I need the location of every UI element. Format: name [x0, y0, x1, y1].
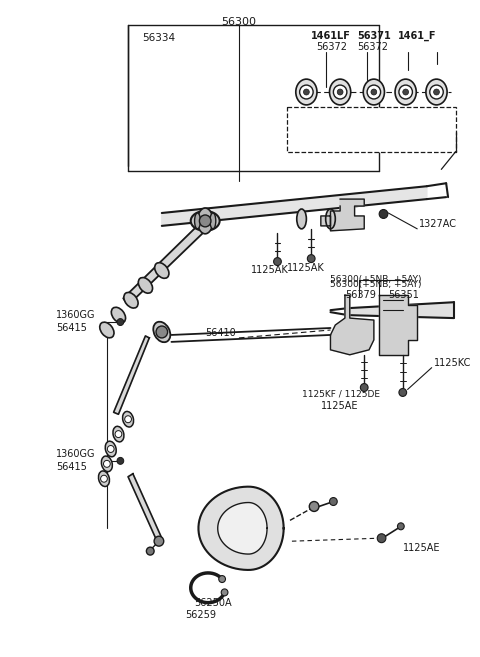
Text: 1125KC: 1125KC	[433, 357, 471, 368]
Polygon shape	[162, 186, 427, 226]
Text: 56410: 56410	[205, 328, 236, 338]
Circle shape	[337, 89, 343, 95]
Ellipse shape	[363, 79, 384, 105]
Circle shape	[330, 497, 337, 505]
Circle shape	[377, 533, 386, 543]
Polygon shape	[379, 295, 417, 355]
Text: 56379: 56379	[345, 290, 376, 300]
Text: 56300: 56300	[221, 16, 256, 27]
Text: 56415: 56415	[56, 462, 87, 472]
Text: 56300(+5NB, +5AY): 56300(+5NB, +5AY)	[331, 275, 422, 284]
Text: 1360GG: 1360GG	[56, 449, 96, 459]
Ellipse shape	[325, 209, 336, 229]
Ellipse shape	[210, 213, 216, 229]
Polygon shape	[218, 503, 267, 554]
Polygon shape	[128, 474, 162, 541]
Ellipse shape	[111, 307, 126, 323]
Ellipse shape	[426, 79, 447, 105]
Ellipse shape	[124, 292, 138, 308]
Ellipse shape	[101, 456, 112, 472]
Polygon shape	[198, 487, 284, 570]
Circle shape	[154, 536, 164, 546]
Circle shape	[274, 258, 281, 265]
Circle shape	[156, 326, 168, 338]
Ellipse shape	[197, 208, 213, 234]
Text: 1461LF: 1461LF	[311, 30, 351, 41]
Polygon shape	[321, 199, 364, 231]
Circle shape	[379, 210, 388, 218]
Circle shape	[307, 255, 315, 263]
Ellipse shape	[122, 411, 133, 427]
Text: 1461_F: 1461_F	[398, 30, 436, 41]
Text: 1125AK: 1125AK	[287, 263, 325, 273]
Circle shape	[371, 89, 377, 95]
Ellipse shape	[113, 426, 124, 442]
Text: 56372: 56372	[316, 43, 347, 53]
Text: 56415: 56415	[56, 323, 87, 333]
Polygon shape	[123, 223, 205, 306]
Circle shape	[399, 85, 412, 99]
Circle shape	[146, 547, 154, 555]
Text: 1125AE: 1125AE	[321, 401, 359, 411]
Circle shape	[104, 461, 110, 467]
Ellipse shape	[191, 211, 220, 231]
Ellipse shape	[296, 79, 317, 105]
Polygon shape	[348, 302, 454, 318]
Circle shape	[433, 89, 439, 95]
Text: 1327AC: 1327AC	[419, 219, 457, 229]
Text: 56259: 56259	[185, 610, 216, 620]
Text: 1360GG: 1360GG	[56, 310, 96, 320]
Circle shape	[360, 384, 368, 392]
Ellipse shape	[194, 213, 200, 229]
Text: 1125AK: 1125AK	[252, 265, 289, 275]
Ellipse shape	[100, 322, 114, 338]
Text: 56372: 56372	[358, 43, 388, 53]
Ellipse shape	[98, 471, 109, 487]
Ellipse shape	[105, 442, 116, 457]
Circle shape	[199, 215, 211, 227]
Circle shape	[125, 416, 132, 422]
Polygon shape	[114, 336, 149, 415]
Text: 56300(+5NB, +5AY): 56300(+5NB, +5AY)	[331, 281, 422, 290]
Ellipse shape	[138, 277, 153, 293]
Circle shape	[334, 85, 347, 99]
Ellipse shape	[155, 263, 169, 279]
Circle shape	[115, 430, 122, 438]
Circle shape	[309, 501, 319, 511]
Circle shape	[430, 85, 443, 99]
Circle shape	[403, 89, 408, 95]
Circle shape	[219, 576, 226, 583]
Circle shape	[117, 457, 124, 464]
Circle shape	[399, 388, 407, 396]
Text: 1125AE: 1125AE	[403, 543, 440, 553]
Text: 56334: 56334	[143, 33, 176, 43]
Ellipse shape	[297, 209, 306, 229]
Text: 56250A: 56250A	[194, 598, 232, 608]
Circle shape	[108, 445, 114, 453]
Circle shape	[303, 89, 309, 95]
Circle shape	[101, 475, 108, 482]
Ellipse shape	[153, 322, 170, 342]
Text: 1125KF / 1125DE: 1125KF / 1125DE	[301, 390, 380, 399]
Circle shape	[397, 523, 404, 530]
FancyBboxPatch shape	[287, 107, 456, 152]
Text: 56371: 56371	[358, 30, 391, 41]
Circle shape	[117, 319, 124, 325]
Circle shape	[300, 85, 313, 99]
Circle shape	[367, 85, 381, 99]
Text: 56351: 56351	[388, 290, 419, 300]
Ellipse shape	[330, 79, 351, 105]
Ellipse shape	[395, 79, 416, 105]
Polygon shape	[331, 295, 374, 355]
Circle shape	[221, 589, 228, 596]
